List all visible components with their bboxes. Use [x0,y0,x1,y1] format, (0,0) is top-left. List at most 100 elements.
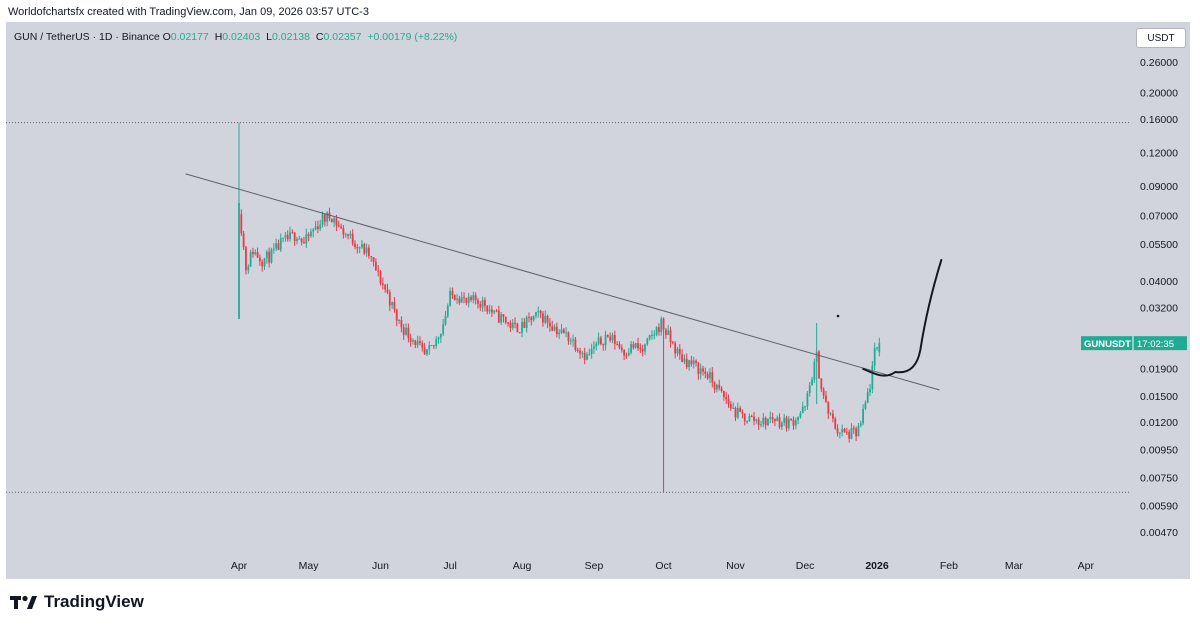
x-tick-label: Jul [443,560,456,572]
candle-body [841,428,844,433]
x-tick-label: May [299,560,320,572]
candle-body [586,354,588,360]
candle-body [852,428,855,430]
candle-body [402,327,405,335]
candle-body [574,339,577,350]
candle-body [400,320,403,328]
candle-body [495,310,498,312]
candle-body [430,345,433,347]
candle-body [801,406,804,414]
high-label: H [214,31,223,43]
candle-body [674,343,677,354]
candle-body [651,334,653,336]
candle-body [535,312,537,316]
candle-body [713,382,716,390]
candle-body [739,408,742,412]
candle-body [644,344,646,352]
candle-body [815,351,818,362]
candle-body [409,337,412,342]
candle-body [627,352,630,356]
candle-body [662,318,665,330]
candle-body [500,314,503,323]
candle-body [416,341,419,346]
candle-body [300,238,303,243]
candle-body [444,316,447,325]
y-tick-label: 0.26000 [1140,57,1178,69]
candle-body [595,343,598,347]
x-tick-label: Nov [726,560,745,572]
candle-body [762,417,765,425]
candle-body [384,284,387,290]
candle-body [365,247,368,254]
candle-body [381,283,384,285]
candle-body [467,296,470,303]
candle-body [669,330,672,343]
close-value: 0.02357 [323,31,362,43]
candle-body [859,423,862,426]
candle-body [836,428,839,434]
candle-body [337,225,340,227]
price-tag: GUNUSDT 17:02:35 [1081,336,1187,351]
candle-body [474,295,477,301]
candle-body [625,355,628,357]
candle-body [428,345,431,350]
candle-body [600,337,602,344]
candle-body [611,335,614,341]
candle-body [379,271,382,284]
candle-body [706,373,709,379]
chart-frame[interactable] [6,22,1190,579]
candle-body [463,297,465,299]
candle-body [284,235,287,238]
candle-body [537,311,540,313]
candle-body [247,266,250,271]
candle-body [426,349,428,355]
candle-body [878,343,881,353]
candle-body [412,340,414,342]
candle-body [240,214,243,234]
candle-body [683,358,686,362]
candle-body [604,335,607,346]
candle-body [442,324,445,334]
candle-body [764,417,767,426]
candle-body [351,233,354,244]
candle-body [792,419,795,426]
candle-body [711,372,714,383]
candle-body [326,212,329,222]
candle-body [725,397,728,400]
y-tick-label: 0.01500 [1140,391,1178,403]
candle-body [270,249,273,263]
candle-body [630,344,632,353]
candle-body [602,343,605,346]
candle-body [525,316,528,328]
candle-body [838,432,841,434]
candle-body [678,348,681,355]
candle-body [539,311,542,314]
candle-body [481,299,484,308]
candle-body [347,234,349,236]
candle-body [265,251,268,259]
candle-body [873,348,876,366]
candle-body [421,343,424,348]
candle-body [258,257,261,262]
candle-body [845,431,848,433]
price-tag-symbol: GUNUSDT [1084,339,1131,350]
candle-body [667,330,670,335]
candle-body [254,252,257,255]
candle-body [718,384,721,389]
candle-body [514,322,516,324]
trendline [185,173,940,391]
candle-body [521,321,523,333]
candle-body [354,243,356,248]
candle-body [857,425,860,437]
candle-body [479,303,482,308]
candle-body [746,421,748,423]
y-tick-label: 0.01200 [1140,417,1178,429]
candle-body [238,203,240,319]
candle-body [755,419,758,421]
candle-body [720,388,723,391]
candle-body [588,354,591,356]
candle-body [648,335,651,339]
candle-body [263,258,266,267]
currency-button[interactable]: USDT [1136,28,1186,48]
